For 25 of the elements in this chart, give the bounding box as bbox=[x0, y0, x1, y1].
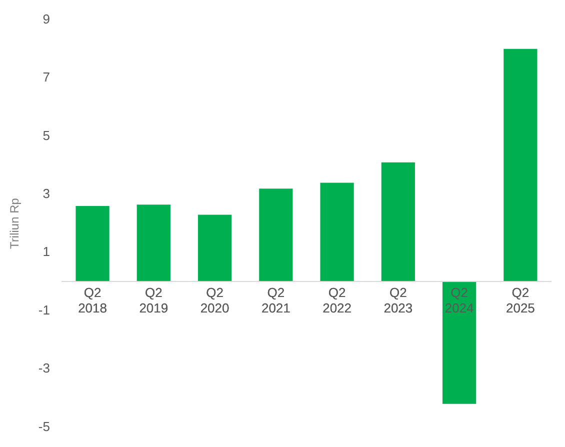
x-tick-label: Q2 2020 bbox=[200, 285, 230, 316]
bar bbox=[259, 188, 293, 282]
bar bbox=[442, 282, 476, 404]
bar bbox=[504, 48, 538, 282]
y-tick-label: -5 bbox=[38, 418, 50, 434]
y-tick-label: 1 bbox=[42, 244, 50, 260]
bar bbox=[136, 204, 170, 282]
x-tick-label: Q2 2023 bbox=[384, 285, 413, 316]
x-tick-label: Q2 2019 bbox=[139, 285, 168, 316]
y-tick-label: 7 bbox=[42, 70, 50, 85]
x-tick-label: Q2 2018 bbox=[78, 285, 107, 316]
bar bbox=[198, 214, 232, 282]
bar bbox=[76, 206, 110, 282]
x-tick-label: Q2 2024 bbox=[444, 285, 474, 316]
y-tick-label: 3 bbox=[42, 186, 50, 201]
x-tick-label: Q2 2022 bbox=[322, 285, 352, 316]
y-tick-label: 9 bbox=[42, 11, 50, 26]
y-tick-label: -1 bbox=[38, 302, 50, 318]
bar bbox=[320, 182, 354, 282]
y-axis-title: Triliun Rp bbox=[8, 198, 22, 249]
x-tick-label: Q2 2021 bbox=[261, 285, 290, 316]
x-tick-label: Q2 2025 bbox=[506, 285, 535, 316]
y-tick-label: 5 bbox=[42, 128, 50, 143]
bar bbox=[381, 162, 415, 282]
y-tick-label: -3 bbox=[38, 360, 50, 376]
